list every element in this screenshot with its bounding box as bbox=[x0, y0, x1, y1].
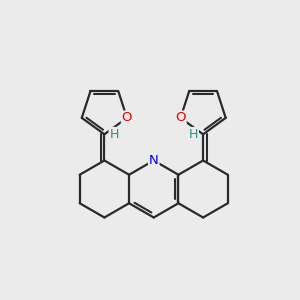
Text: N: N bbox=[149, 154, 159, 167]
Text: H: H bbox=[189, 128, 198, 141]
Text: H: H bbox=[110, 128, 119, 141]
Text: O: O bbox=[175, 111, 186, 124]
Text: O: O bbox=[122, 111, 132, 124]
